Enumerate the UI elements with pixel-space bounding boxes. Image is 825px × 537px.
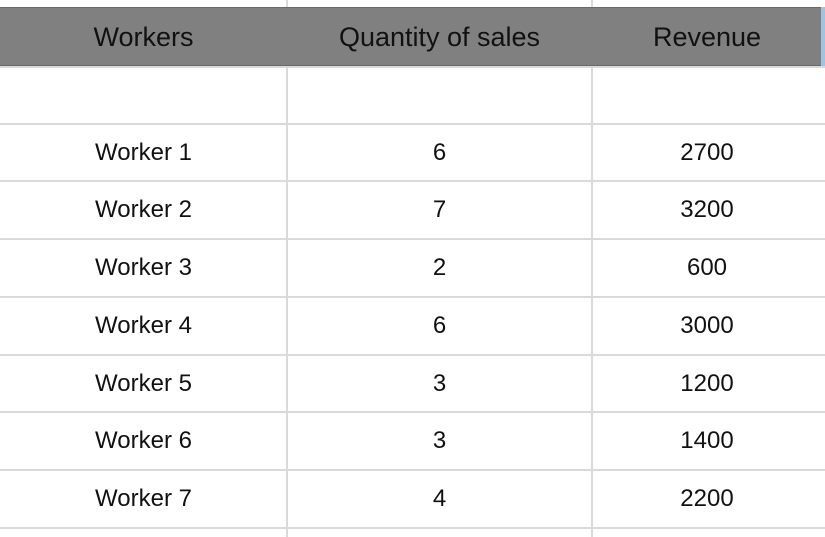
row-divider	[0, 296, 825, 298]
table-cell[interactable]: 3	[432, 370, 447, 397]
row-divider	[0, 66, 825, 68]
table-cell[interactable]: 2200	[680, 485, 734, 512]
table-cell[interactable]: 1400	[680, 427, 734, 454]
table-cell[interactable]: Worker 4	[95, 312, 192, 339]
table-cell[interactable]	[593, 66, 821, 124]
header-row	[0, 7, 821, 66]
row-divider	[0, 123, 825, 125]
table-cell[interactable]: 6	[432, 139, 447, 166]
table-cell[interactable]: 3000	[680, 312, 734, 339]
table-cell[interactable]: Worker 3	[95, 254, 192, 281]
selection-edge	[821, 7, 825, 66]
table-cell[interactable]: 3	[432, 427, 447, 454]
table-cell[interactable]: 6	[432, 312, 447, 339]
row-divider	[0, 180, 825, 182]
table-cell[interactable]: 600	[686, 254, 728, 281]
table-cell[interactable]: 4	[432, 485, 447, 512]
column-header[interactable]: Revenue	[652, 21, 762, 52]
row-divider	[0, 354, 825, 356]
column-header[interactable]: Workers	[93, 21, 194, 52]
table-cell[interactable]: 1200	[680, 370, 734, 397]
table-cell[interactable]: Worker 6	[95, 427, 192, 454]
table-cell[interactable]: 3200	[680, 196, 734, 223]
table-cell[interactable]: Worker 5	[95, 370, 192, 397]
table-cell[interactable]	[288, 66, 591, 124]
table-cell[interactable]: Worker 1	[95, 139, 192, 166]
column-divider	[286, 0, 288, 537]
column-divider	[591, 0, 593, 537]
row-divider	[0, 527, 825, 529]
table-cell[interactable]: 7	[432, 196, 447, 223]
row-divider	[0, 411, 825, 413]
table-cell[interactable]: 2700	[680, 139, 734, 166]
column-header[interactable]: Quantity of sales	[338, 21, 541, 52]
row-divider	[0, 238, 825, 240]
table-cell[interactable]	[0, 66, 287, 124]
table-cell[interactable]: 2	[432, 254, 447, 281]
row-divider	[0, 469, 825, 471]
table-cell[interactable]: Worker 2	[95, 196, 192, 223]
table-cell[interactable]: Worker 7	[95, 485, 192, 512]
